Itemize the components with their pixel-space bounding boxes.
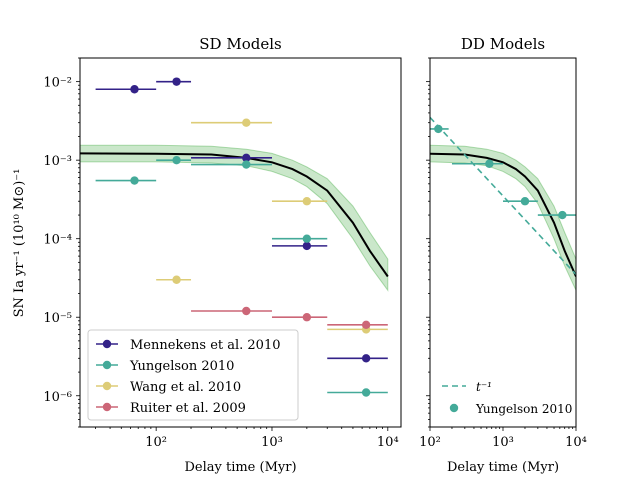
dd-model-uncertainty-band <box>430 144 576 291</box>
dd-legend-swatch-marker <box>449 403 459 413</box>
sd-series-1-point-1 <box>156 155 192 165</box>
dd-legend-entry: t⁻¹ <box>476 380 492 394</box>
sd-x-axis-label: Delay time (Myr) <box>184 460 296 475</box>
sd-data-point <box>302 197 312 206</box>
dd-series-0-point-0 <box>430 124 449 134</box>
dd-models-panel: DD Models Delay time (Myr) 10² 10³ 10⁴ t⁻¹ Yun… <box>419 35 587 475</box>
sd-model-curve <box>80 152 389 278</box>
sd-data-point <box>361 354 371 363</box>
sd-y-tick-label: 10⁻⁶ <box>43 390 72 405</box>
sd-data-point <box>172 275 181 284</box>
sd-legend-entry: Wang et al. 2010 <box>130 380 241 395</box>
sd-series-0-point-2 <box>191 153 272 163</box>
sd-data-point <box>172 155 181 165</box>
sd-y-tick-label: 10⁻⁵ <box>43 311 72 326</box>
dd-series-0-point-3 <box>537 210 576 220</box>
sd-y-tick-label: 10⁻⁴ <box>43 233 72 248</box>
sd-data-point <box>242 153 251 163</box>
sd-series-0-point-1 <box>156 77 192 86</box>
dd-x-tick-label: 10⁴ <box>565 435 587 450</box>
sd-series-0-point-0 <box>95 85 157 94</box>
dd-plot-area <box>430 116 576 291</box>
sd-legend-frame <box>87 329 299 421</box>
sd-series-0-point-4 <box>327 354 388 363</box>
sd-data-point <box>302 241 312 251</box>
sd-model-uncertainty-band <box>80 144 389 292</box>
dd-data-point <box>434 124 443 134</box>
sd-x-tick-label: 10² <box>145 435 167 450</box>
sd-plot-area <box>80 77 389 397</box>
sd-x-tick-label: 10³ <box>261 435 283 450</box>
sd-y-tick-label: 10⁻² <box>43 76 72 91</box>
dd-x-tick-label: 10³ <box>492 435 514 450</box>
sd-data-point <box>130 176 139 185</box>
dd-data-point <box>558 210 567 220</box>
sd-legend-entry: Ruiter et al. 2009 <box>130 401 246 416</box>
sd-y-tick-label: 10⁻³ <box>43 154 72 169</box>
sd-legend-entry: Yungelson 2010 <box>129 359 234 374</box>
sd-legend-entry: Mennekens et al. 2010 <box>130 338 281 353</box>
sd-legend-swatch-marker <box>102 339 112 349</box>
dd-legend-entry: Yungelson 2010 <box>475 402 572 416</box>
sd-data-point <box>242 306 251 316</box>
sd-series-2-point-0 <box>156 275 192 284</box>
dd-axes-frame <box>429 57 577 428</box>
sd-data-point <box>361 388 371 397</box>
dd-series-0-point-1 <box>451 159 503 168</box>
dd-x-axis-label: Delay time (Myr) <box>447 460 559 475</box>
sd-data-point <box>130 85 139 94</box>
dd-series-0-point-2 <box>503 197 538 206</box>
dd-data-point <box>485 159 494 168</box>
dd-panel-title: DD Models <box>461 35 545 53</box>
sd-legend: Mennekens et al. 2010 Yungelson 2010 Wang … <box>87 329 299 421</box>
sd-legend-swatch-marker <box>102 360 112 370</box>
sd-series-1-point-2 <box>191 160 272 169</box>
sd-data-point <box>302 313 312 322</box>
sd-series-1-point-0 <box>95 176 157 185</box>
sd-models-panel: SD Models Delay time (Myr) 10² 10³ 10⁴ 10⁻⁶ 10… <box>43 35 402 475</box>
sd-data-point <box>361 320 371 330</box>
sd-data-point <box>242 160 251 169</box>
sd-series-2-point-1 <box>191 118 272 127</box>
y-axis-label: SN Ia yr⁻¹ (10¹⁰ M⊙)⁻¹ <box>12 169 27 318</box>
sd-data-point <box>242 118 251 127</box>
dd-data-point <box>520 197 530 206</box>
sd-panel-title: SD Models <box>199 35 281 53</box>
sd-series-3-point-2 <box>327 320 388 330</box>
sd-legend-swatch-marker <box>102 381 112 391</box>
sd-series-3-point-1 <box>271 313 328 322</box>
sd-data-point <box>172 77 181 86</box>
sd-x-tick-label: 10⁴ <box>377 435 399 450</box>
sd-legend-swatch-marker <box>102 402 112 412</box>
sd-series-2-point-2 <box>271 197 328 206</box>
dd-model-curve <box>430 152 576 277</box>
sd-series-2-point-3 <box>327 325 388 334</box>
sd-series-1-point-4 <box>327 388 388 397</box>
sd-series-3-point-0 <box>191 306 272 316</box>
dd-legend: t⁻¹ Yungelson 2010 <box>442 380 572 416</box>
sd-series-0-point-3 <box>271 241 328 251</box>
dd-x-tick-label: 10² <box>419 435 441 450</box>
sd-data-point <box>302 234 312 243</box>
sd-series-1-point-3 <box>271 234 328 243</box>
dd-reference-line <box>430 116 576 276</box>
